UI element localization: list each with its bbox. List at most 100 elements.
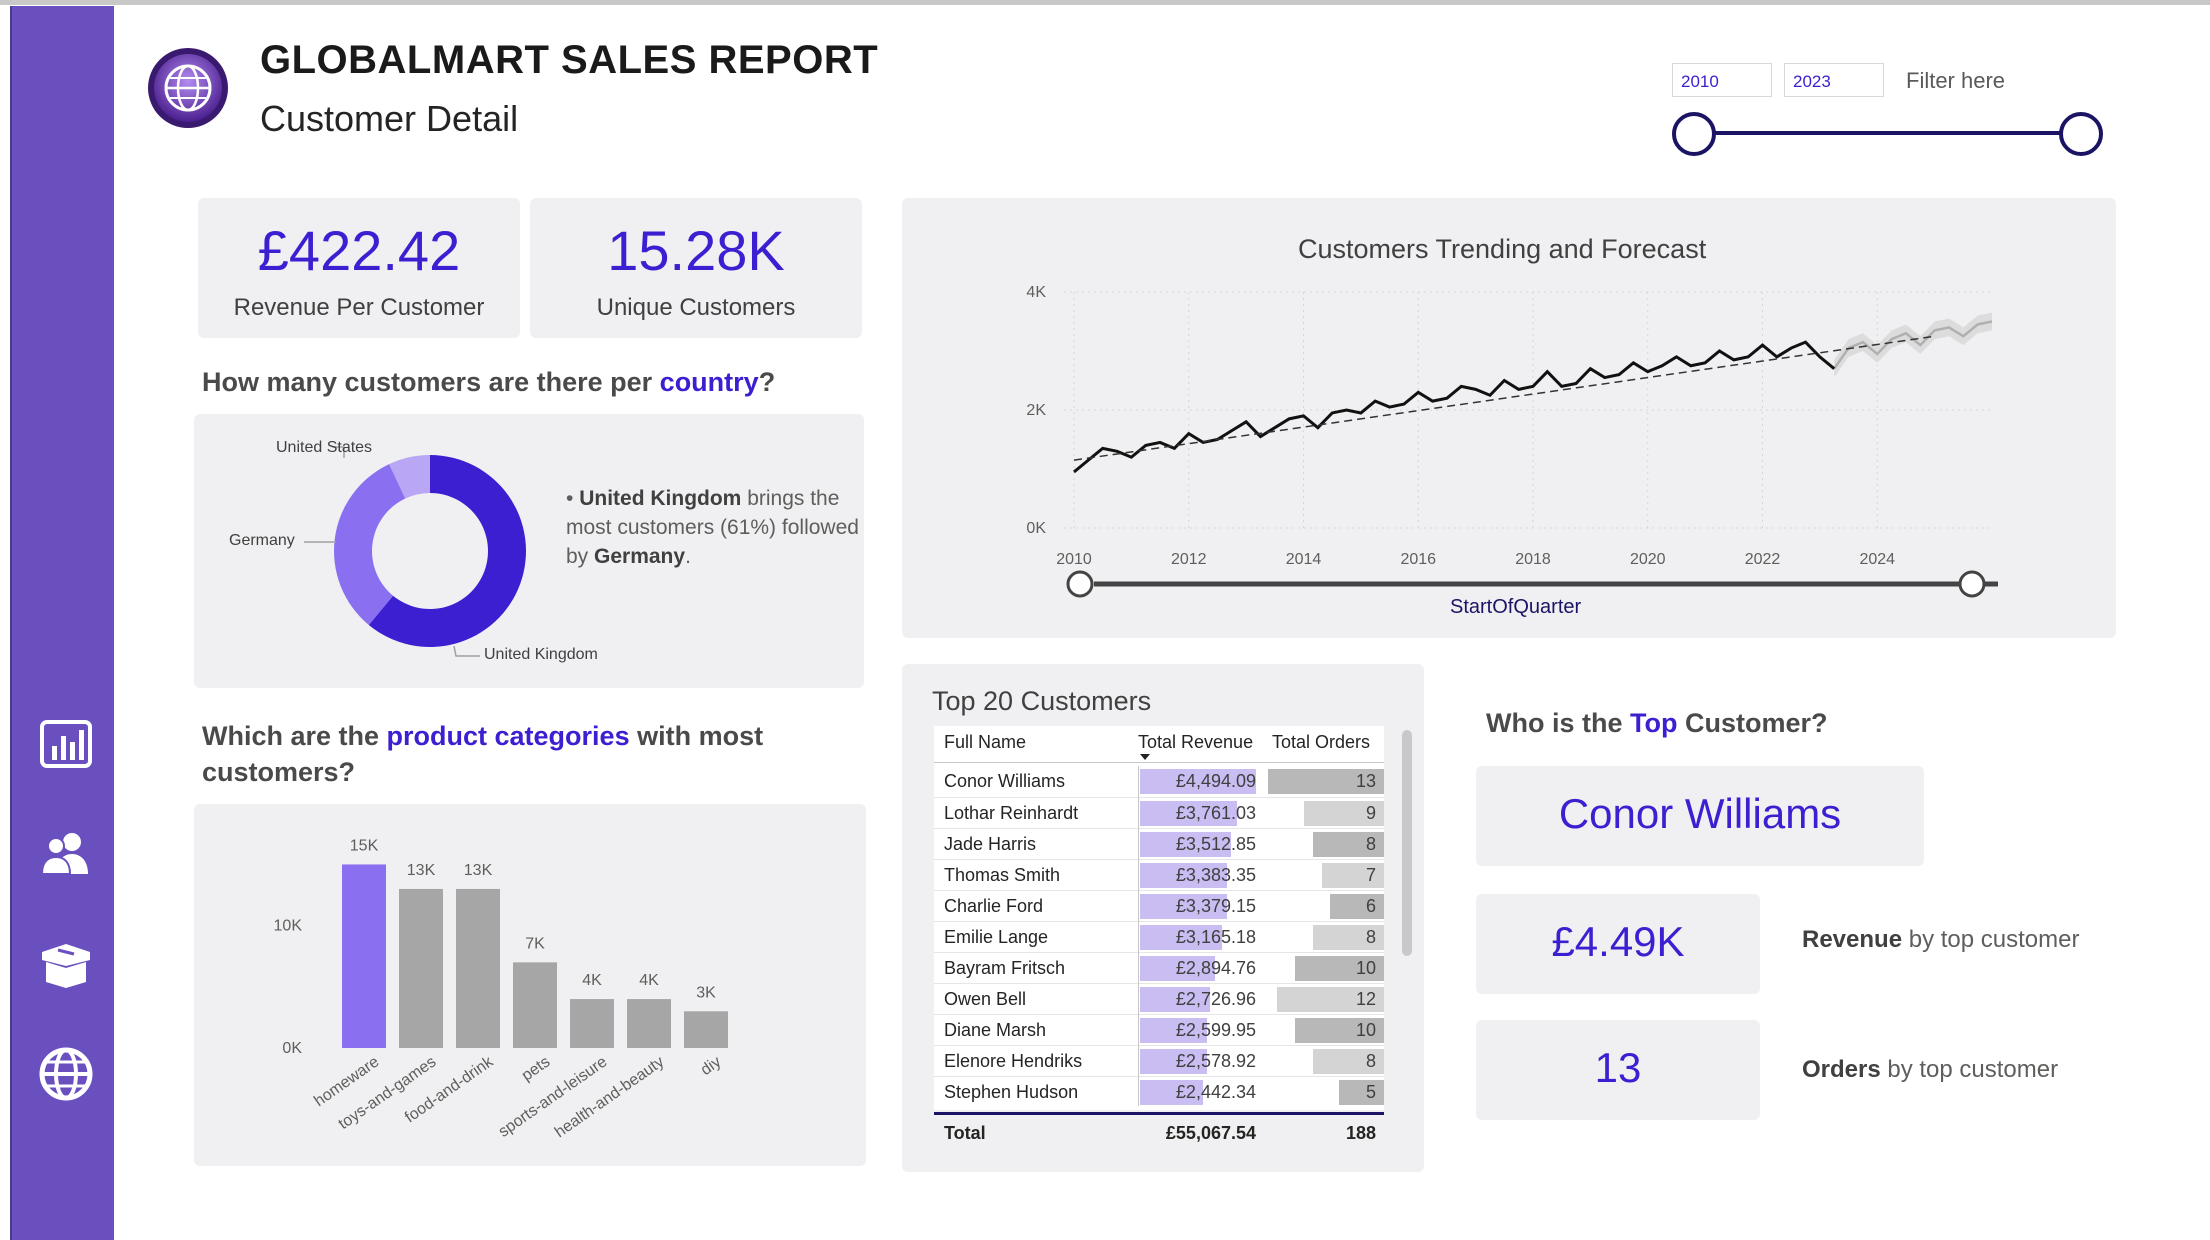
revenue-data-bar	[1140, 925, 1222, 950]
x-tick-label: pets	[519, 1053, 554, 1084]
orders-data-bar	[1294, 956, 1384, 981]
bar-toys-and-games[interactable]	[399, 888, 443, 1048]
users-icon[interactable]	[38, 826, 94, 882]
y-tick-label: 0K	[1026, 520, 1046, 537]
donut-label-germany: Germany	[229, 532, 295, 549]
table-row[interactable]: Owen Bell £2,726.96 12	[934, 983, 1384, 1014]
bar-chart-icon[interactable]	[38, 716, 94, 772]
donut-label-us: United States	[276, 439, 373, 456]
bar-data-label: 4K	[639, 972, 659, 989]
x-tick-label: 2016	[1400, 551, 1436, 568]
table-row[interactable]: Charlie Ford £3,379.15 6	[934, 890, 1384, 921]
revenue-cell: £2,599.95	[1175, 1020, 1256, 1040]
leader-line-us	[332, 446, 345, 458]
donut-slice-united-states[interactable]	[389, 455, 430, 499]
bar-homeware[interactable]	[342, 864, 386, 1048]
table-row[interactable]: Lothar Reinhardt £3,761.03 9	[934, 797, 1384, 828]
orders-data-bar	[1268, 769, 1384, 794]
y-tick-label: 2K	[1026, 402, 1046, 419]
top-customer-orders-label: Orders by top customer	[1802, 1056, 2059, 1083]
kpi-value: £422.42	[257, 219, 461, 282]
top-customer-name: Conor Williams	[1558, 790, 1842, 837]
bar-pets[interactable]	[513, 962, 557, 1048]
total-revenue: £55,067.54	[1165, 1123, 1256, 1143]
revenue-data-bar	[1140, 987, 1211, 1012]
country-donut-chart	[304, 446, 526, 657]
revenue-data-bar	[1140, 769, 1256, 794]
year-slider-track[interactable]	[1690, 131, 2082, 135]
actual-customers-line[interactable]	[1073, 340, 1836, 474]
start-year-input[interactable]: 2010	[1672, 63, 1772, 97]
table-row[interactable]: Stephen Hudson £2,442.34 5	[934, 1076, 1384, 1107]
column-header-full-name[interactable]: Full Name	[944, 732, 1027, 752]
orders-cell: 6	[1365, 896, 1376, 916]
bar-data-label: 13K	[407, 862, 436, 879]
country-donut-card	[194, 414, 864, 688]
orders-data-bar	[1312, 832, 1384, 857]
revenue-per-customer-card: £422.42 Revenue Per Customer	[198, 198, 520, 338]
end-year-input[interactable]: 2023	[1784, 63, 1884, 97]
donut-slice-united-kingdom[interactable]	[368, 455, 526, 647]
table-row[interactable]: Conor Williams £4,494.09 13	[934, 766, 1384, 797]
trend-slider-label: StartOfQuarter	[1450, 596, 1582, 618]
donut-slice-germany[interactable]	[334, 464, 406, 625]
sidebar	[10, 6, 114, 1240]
customer-name-cell: Bayram Fritsch	[944, 958, 1066, 978]
year-slider-end-handle[interactable]	[2059, 112, 2103, 156]
date-range-end-handle[interactable]	[1958, 570, 1986, 598]
orders-cell: 7	[1365, 865, 1376, 885]
revenue-data-bar	[1140, 956, 1215, 981]
globe-icon[interactable]	[38, 1046, 94, 1102]
table-row[interactable]: Diane Marsh £2,599.95 10	[934, 1014, 1384, 1045]
donut-label-uk: United Kingdom	[484, 646, 598, 663]
bar-health-and-beauty[interactable]	[627, 999, 671, 1048]
year-slider-start-handle[interactable]	[1672, 112, 1716, 156]
bar-data-label: 3K	[696, 984, 716, 1001]
bar-sports-and-leisure[interactable]	[570, 999, 614, 1048]
table-total-row: Total £55,067.54 188	[934, 1112, 1384, 1148]
table-scrollbar[interactable]	[1402, 730, 1412, 956]
donut-insight-text: • United Kingdom brings the most custome…	[566, 487, 859, 568]
box-icon[interactable]	[38, 936, 94, 992]
table-body: Conor Williams £4,494.09 13 Lothar Reinhard…	[934, 766, 1384, 1110]
top-customer-revenue-card: £4.49K	[1476, 894, 1760, 994]
orders-cell: 9	[1365, 803, 1376, 823]
customer-name-cell: Charlie Ford	[944, 896, 1044, 916]
orders-cell: 10	[1355, 1020, 1376, 1040]
filter-label: Filter here	[1906, 68, 2006, 93]
revenue-cell: £2,894.76	[1175, 958, 1256, 978]
bar-food-and-drink[interactable]	[456, 888, 500, 1048]
top-customers-table: Full Name Total Revenue Total Orders Con…	[934, 726, 1384, 1110]
orders-data-bar	[1330, 894, 1384, 919]
revenue-cell: £3,165.18	[1175, 927, 1256, 947]
revenue-cell: £2,442.34	[1175, 1082, 1256, 1102]
trend-line	[1073, 335, 1935, 461]
table-row[interactable]: Emilie Lange £3,165.18 8	[934, 921, 1384, 952]
x-tick-label: 2014	[1286, 551, 1322, 568]
globe-logo-icon	[146, 46, 230, 130]
leader-line-uk	[453, 645, 480, 657]
country-question: How many customers are there per country…	[202, 367, 776, 397]
bar-data-label: 7K	[525, 935, 545, 952]
customer-name-cell: Elenore Hendriks	[944, 1051, 1083, 1071]
total-label: Total	[944, 1123, 986, 1143]
trend-chart-title: Customers Trending and Forecast	[1298, 234, 1707, 264]
table-row[interactable]: Elenore Hendriks £2,578.92 8	[934, 1045, 1384, 1076]
table-row[interactable]: Jade Harris £3,512.85 8	[934, 828, 1384, 859]
column-header-total-revenue[interactable]: Total Revenue	[1138, 732, 1254, 752]
date-range-start-handle[interactable]	[1066, 570, 1094, 598]
table-row[interactable]: Bayram Fritsch £2,894.76 10	[934, 952, 1384, 983]
x-tick-label: 2010	[1056, 551, 1092, 568]
column-header-total-orders[interactable]: Total Orders	[1272, 732, 1371, 752]
bar-diy[interactable]	[684, 1011, 728, 1048]
y-tick-label: 0K	[282, 1040, 302, 1057]
orders-data-bar	[1303, 801, 1384, 826]
header-divider	[934, 762, 1384, 763]
top-customer-revenue-label: Revenue by top customer	[1802, 926, 2080, 953]
y-tick-label: 10K	[274, 918, 303, 935]
top-customer-orders-value: 13	[1594, 1044, 1642, 1091]
table-row[interactable]: Thomas Smith £3,383.35 7	[934, 859, 1384, 890]
sort-desc-icon[interactable]	[1138, 752, 1152, 762]
trend-line-chart: 0K 2K 4K 2010 2012 2014 2016 2018 2020 2022 2024	[1026, 284, 1998, 598]
orders-data-bar	[1312, 1049, 1384, 1074]
